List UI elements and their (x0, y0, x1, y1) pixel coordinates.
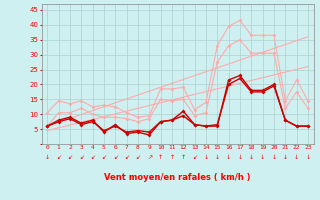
X-axis label: Vent moyen/en rafales ( km/h ): Vent moyen/en rafales ( km/h ) (104, 173, 251, 182)
